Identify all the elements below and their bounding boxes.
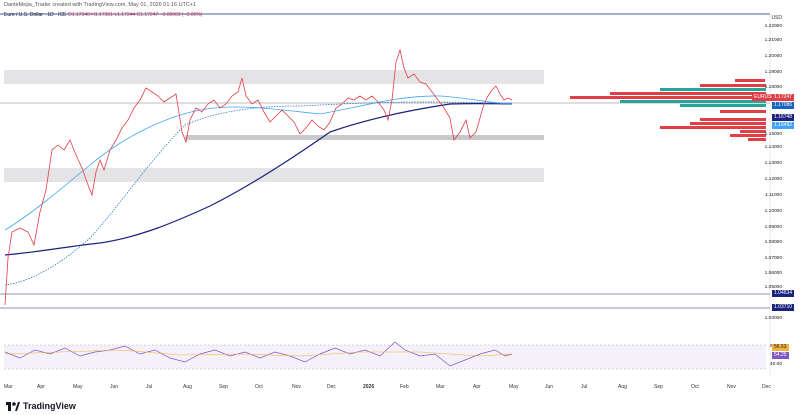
time-tick: May [73,384,83,390]
price-tick: 1.10000 [764,209,782,214]
level-tag-1: 1.04634 [772,290,795,297]
rsi-signal-tag: 56.53 [772,344,789,351]
time-tick: Aug [618,384,627,390]
chart-credit: DanteMejia_Trader created with TradingVi… [4,2,197,8]
resistance-zone [4,70,544,84]
price-tick: 1.20000 [764,54,782,59]
time-tick: Jun [110,384,119,390]
price-tick: 1.03000 [764,316,782,321]
price-tick: 1.22000 [764,24,782,29]
brand-name: TradingView [23,401,76,411]
price-tick: 1.12000 [764,177,782,182]
ma-short-tag: 1.17086 [772,102,795,109]
time-tick: Oct [255,384,263,390]
price-tick: 1.07000 [764,256,782,261]
time-tick: 2026 [363,384,375,390]
volume-profile [570,79,766,141]
price-tick: 1.18000 [764,85,782,90]
ma-mid-line [4,95,513,231]
rsi-value-tag: 54.25 [772,352,789,359]
price-tick: 1.09000 [764,225,782,230]
time-tick: Apr [473,384,481,390]
price-tick: 1.13000 [764,161,782,166]
time-tick: Aug [183,384,192,390]
time-tick: Feb [400,384,409,390]
ma-long-tag: 1.16492 [772,122,795,129]
ma-short-line [4,101,513,286]
time-tick: Mar [4,384,13,390]
symbol-legend: Euro / U.S. Dollar · 1D · ICE O1.17340 H… [4,12,202,18]
time-tick: Nov [292,384,301,390]
lower-zone [4,168,544,182]
eurusd-symbol-tag: EURUSD [752,94,778,101]
currency-label: USD [771,15,782,21]
ma-long-line [4,102,513,256]
price-tick: 1.21000 [764,38,782,43]
rsi-band [4,345,766,369]
price-tick: 1.19000 [764,70,782,75]
price-line [4,48,513,306]
time-tick: Jun [545,384,554,390]
level-tag-2: 1.03710 [772,304,795,311]
rsi-signal-line [4,349,513,357]
time-tick: May [509,384,519,390]
price-tick: 1.05000 [764,285,782,290]
time-tick: Dec [762,384,771,390]
price-tick: 1.08000 [764,240,782,245]
support-zone [185,135,544,140]
time-tick: Mar [436,384,445,390]
rsi-tick: 40.00 [769,362,782,367]
time-tick: Jul [146,384,153,390]
time-tick: Apr [37,384,45,390]
time-tick: Jul [581,384,588,390]
price-tick: 1.15000 [764,132,782,137]
tradingview-brand[interactable]: TradingView [6,401,76,411]
time-tick: Dec [327,384,336,390]
time-tick: Sep [219,384,228,390]
time-tick: Sep [654,384,663,390]
price-tick: 1.06000 [764,271,782,276]
ohlc-values: O1.17340 H1.17361 L1.17244 C1.17247 −0.0… [67,12,203,18]
price-tick: 1.11000 [765,193,782,198]
symbol-name: Euro / U.S. Dollar · 1D · ICE [4,12,67,18]
ma-mid-tag: 1.16748 [772,114,795,121]
current-price-tag: 1.17247 [772,94,795,101]
price-tick: 1.14000 [764,145,782,150]
time-tick: Oct [691,384,699,390]
tradingview-logo-icon [6,401,20,411]
time-tick: Nov [727,384,736,390]
